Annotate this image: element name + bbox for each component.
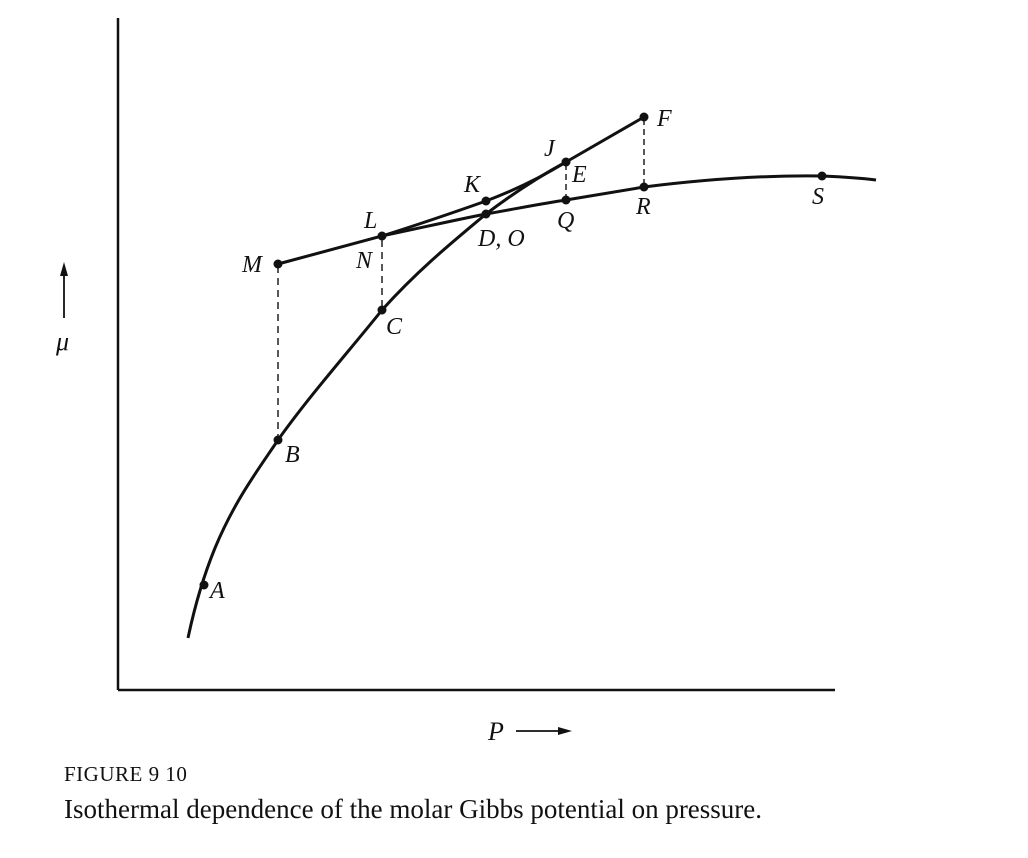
- label-q: Q: [557, 208, 574, 234]
- label-c: C: [386, 314, 403, 340]
- label-a: A: [208, 578, 225, 604]
- point-f: [639, 112, 649, 122]
- label-j: J: [544, 136, 556, 162]
- x-axis-arrow-icon: [516, 727, 572, 735]
- point-d-o: [481, 209, 491, 219]
- point-b: [273, 435, 283, 445]
- label-m: M: [241, 252, 264, 278]
- label-b: B: [285, 442, 300, 468]
- point-m: [273, 259, 283, 269]
- point-e-j: [561, 157, 571, 167]
- label-n: N: [355, 248, 374, 274]
- curve-abcdjf: [186, 115, 645, 639]
- y-axis-label: μ: [55, 327, 69, 356]
- point-s: [817, 171, 827, 181]
- label-l: L: [363, 208, 377, 234]
- label-d-o: D, O: [477, 226, 525, 252]
- label-k: K: [463, 172, 482, 198]
- point-c: [377, 305, 387, 315]
- figure-number: FIGURE 9 10: [64, 762, 188, 786]
- point-r: [639, 182, 649, 192]
- point-l-n: [377, 231, 387, 241]
- label-s: S: [812, 184, 824, 210]
- label-r: R: [635, 194, 651, 220]
- figure-caption: Isothermal dependence of the molar Gibbs…: [64, 794, 763, 824]
- label-e: E: [571, 162, 587, 188]
- label-f: F: [656, 106, 672, 132]
- gibbs-potential-diagram: μ P A B C D, O E J F K L M N Q R S: [55, 18, 877, 740]
- point-q: [561, 195, 571, 205]
- point-k: [481, 196, 491, 206]
- curve-ndqrs: [381, 174, 877, 238]
- x-axis-label: P: [487, 717, 504, 740]
- point-a: [199, 580, 209, 590]
- y-axis-arrow-icon: [60, 262, 68, 318]
